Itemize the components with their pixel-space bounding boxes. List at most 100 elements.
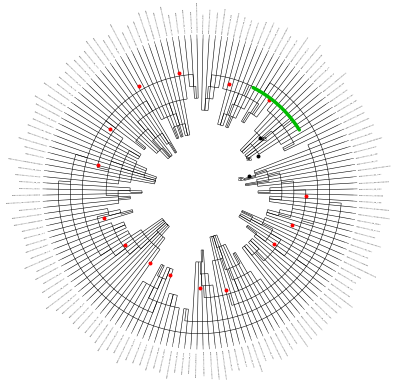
Text: Paenibacillus_sp_W1: Paenibacillus_sp_W1 bbox=[22, 225, 44, 232]
Text: Paenibacillus_terrigena: Paenibacillus_terrigena bbox=[300, 314, 318, 336]
Text: Paenibacillus_rhizosphaerae: Paenibacillus_rhizosphaerae bbox=[137, 12, 148, 42]
Text: Paenibacillus_sp_V1: Paenibacillus_sp_V1 bbox=[188, 351, 191, 373]
Text: Paenibacillus_sp_WLY78: Paenibacillus_sp_WLY78 bbox=[56, 293, 77, 311]
Text: Paenibacillus_sp_Q1: Paenibacillus_sp_Q1 bbox=[46, 93, 66, 107]
Point bbox=[289, 222, 295, 228]
Text: Paenibacillus_macerans: Paenibacillus_macerans bbox=[36, 266, 60, 280]
Text: Paenibacillus_pabuli: Paenibacillus_pabuli bbox=[24, 146, 46, 152]
Text: Paenibacillus_sp_C2: Paenibacillus_sp_C2 bbox=[227, 349, 233, 371]
Text: Paenibacillus_sp_JDR2: Paenibacillus_sp_JDR2 bbox=[26, 243, 50, 253]
Text: Paenibacillus_borealis: Paenibacillus_borealis bbox=[354, 145, 378, 152]
Text: Paenibacillus_macquariensis: Paenibacillus_macquariensis bbox=[43, 82, 70, 101]
Text: Paenibacillus_sp_D2: Paenibacillus_sp_D2 bbox=[36, 261, 57, 272]
Point bbox=[95, 162, 101, 168]
Text: Paenibacillus_sp_DD1: Paenibacillus_sp_DD1 bbox=[340, 266, 362, 279]
Text: Paenibacillus_forsythiae: Paenibacillus_forsythiae bbox=[346, 117, 371, 129]
Text: Paenibacillus_taichungensis: Paenibacillus_taichungensis bbox=[251, 342, 263, 372]
Text: Paenibacillus_sp_TT1: Paenibacillus_sp_TT1 bbox=[240, 15, 247, 38]
Point bbox=[271, 241, 277, 247]
Point bbox=[135, 83, 142, 89]
Text: Paenibacillus_sp_T1: Paenibacillus_sp_T1 bbox=[167, 13, 173, 35]
Text: Paenibacillus_sp_M1: Paenibacillus_sp_M1 bbox=[107, 35, 120, 55]
Text: Paenibacillus_diazotrophicus: Paenibacillus_diazotrophicus bbox=[300, 44, 322, 70]
Text: Paenibacillus_sp_B3: Paenibacillus_sp_B3 bbox=[90, 319, 104, 337]
Text: Paenibacillus_larvae: Paenibacillus_larvae bbox=[26, 238, 48, 246]
Text: Paenibacillus_sp_CF05: Paenibacillus_sp_CF05 bbox=[269, 26, 281, 49]
Text: Paenibacillus_sp_WW1: Paenibacillus_sp_WW1 bbox=[34, 111, 57, 123]
Text: 96: 96 bbox=[246, 157, 253, 162]
Text: Paenibacillus_sp_L1: Paenibacillus_sp_L1 bbox=[314, 66, 331, 82]
Text: Paenibacillus_vini: Paenibacillus_vini bbox=[25, 153, 44, 159]
Text: Paenibacillus_sp_KK1: Paenibacillus_sp_KK1 bbox=[359, 188, 383, 190]
Text: Paenibacillus_sp_E1: Paenibacillus_sp_E1 bbox=[257, 340, 267, 361]
Text: Paenibacillus_kribbensis: Paenibacillus_kribbensis bbox=[145, 344, 154, 370]
Text: Paenibacillus_sp_Y412: Paenibacillus_sp_Y412 bbox=[181, 9, 185, 33]
Point bbox=[107, 126, 114, 132]
Text: Paenibacillus_sp_O1: Paenibacillus_sp_O1 bbox=[348, 249, 370, 259]
Point bbox=[166, 272, 173, 278]
Text: Paenibacillus_sp_D9: Paenibacillus_sp_D9 bbox=[153, 346, 160, 368]
Text: Paenibacillus_sp_155: Paenibacillus_sp_155 bbox=[359, 200, 382, 204]
Text: Paenibacillus_sp_Y1: Paenibacillus_sp_Y1 bbox=[31, 249, 52, 259]
Text: Paenibacillus_xylanisolvens: Paenibacillus_xylanisolvens bbox=[12, 213, 42, 219]
Text: Paenibacillus_lactucae: Paenibacillus_lactucae bbox=[359, 194, 384, 197]
Point bbox=[176, 70, 182, 76]
Text: Paenibacillus_polymyxa: Paenibacillus_polymyxa bbox=[152, 12, 160, 38]
Point bbox=[257, 135, 263, 141]
Text: Paenibacillus_odorifer: Paenibacillus_odorifer bbox=[318, 297, 338, 314]
Text: Paenibacillus_sp_RR1: Paenibacillus_sp_RR1 bbox=[72, 60, 90, 78]
Text: Paenibacillus_sp_UU1: Paenibacillus_sp_UU1 bbox=[132, 340, 143, 363]
Text: Paenibacillus_ginsengiterrae: Paenibacillus_ginsengiterrae bbox=[352, 136, 383, 147]
Text: Paenibacillus_alvei: Paenibacillus_alvei bbox=[285, 326, 298, 344]
Text: Paenibacillus_sp_F1: Paenibacillus_sp_F1 bbox=[296, 47, 310, 65]
Text: Paenibacillus_sp_VV1: Paenibacillus_sp_VV1 bbox=[280, 329, 293, 350]
Text: Paenibacillus_jilunlii: Paenibacillus_jilunlii bbox=[174, 12, 179, 34]
Text: Paenibacillus_sp_S1: Paenibacillus_sp_S1 bbox=[188, 11, 191, 33]
Text: Paenibacillus_sp_A2: Paenibacillus_sp_A2 bbox=[285, 39, 298, 58]
Text: Paenibacillus_stellifer: Paenibacillus_stellifer bbox=[94, 322, 110, 343]
Text: Paenibacillus_napthalenovorans: Paenibacillus_napthalenovorans bbox=[8, 157, 43, 165]
Text: Paenibacillus_lactis: Paenibacillus_lactis bbox=[19, 187, 41, 190]
Text: Paenibacillus_sp_JJ1: Paenibacillus_sp_JJ1 bbox=[334, 277, 353, 290]
Point bbox=[255, 153, 261, 159]
Text: Paenibacillus_sp_Z1: Paenibacillus_sp_Z1 bbox=[102, 39, 115, 58]
Text: Paenibacillus_sp_HY8: Paenibacillus_sp_HY8 bbox=[78, 55, 95, 73]
Text: Paenibacillus_sp_G1: Paenibacillus_sp_G1 bbox=[18, 180, 41, 184]
Text: Paenibacillus_sp_A3: Paenibacillus_sp_A3 bbox=[84, 314, 100, 333]
Text: Paenibacillus_durus: Paenibacillus_durus bbox=[252, 21, 260, 42]
Text: Paenibacillus_sp_159: Paenibacillus_sp_159 bbox=[233, 348, 240, 371]
Text: Paenibacillus_sp_CC1: Paenibacillus_sp_CC1 bbox=[126, 338, 137, 360]
Text: Paenibacillus_soli: Paenibacillus_soli bbox=[121, 31, 131, 49]
Text: Paenibacillus_terrae: Paenibacillus_terrae bbox=[354, 231, 376, 239]
Text: Paenibacillus_sp_LL1: Paenibacillus_sp_LL1 bbox=[140, 342, 148, 365]
Text: Paenibacillus_chinjuensis: Paenibacillus_chinjuensis bbox=[64, 62, 86, 82]
Text: Paenibacillus_panacihumi: Paenibacillus_panacihumi bbox=[92, 37, 110, 62]
Text: Paenibacillus_sp_SS1: Paenibacillus_sp_SS1 bbox=[310, 60, 327, 78]
Text: Paenibacillus_favisporus: Paenibacillus_favisporus bbox=[221, 7, 226, 34]
Text: Paenibacillus_sp_156: Paenibacillus_sp_156 bbox=[356, 152, 379, 159]
Text: Paenibacillus_sp_QQ1: Paenibacillus_sp_QQ1 bbox=[18, 166, 42, 171]
Text: Paenibacillus_sp_YY1: Paenibacillus_sp_YY1 bbox=[58, 76, 77, 91]
Text: Paenibacillus_xylanilyticus: Paenibacillus_xylanilyticus bbox=[290, 322, 309, 348]
Text: Paenibacillus_jamilae: Paenibacillus_jamilae bbox=[78, 311, 95, 329]
Text: Paenibacillus_illinoisensis: Paenibacillus_illinoisensis bbox=[209, 351, 212, 379]
Text: Paenibacillus_pinihumi: Paenibacillus_pinihumi bbox=[305, 311, 323, 331]
Text: Paenibacillus_sp_OO1: Paenibacillus_sp_OO1 bbox=[62, 297, 81, 314]
Point bbox=[246, 173, 252, 179]
Point bbox=[266, 97, 272, 103]
Text: Paenibacillus_catalpae: Paenibacillus_catalpae bbox=[305, 53, 323, 73]
Text: Paenibacillus_quisquiliarum: Paenibacillus_quisquiliarum bbox=[18, 136, 48, 146]
Text: Paenibacillus_sp_158: Paenibacillus_sp_158 bbox=[337, 99, 358, 112]
Text: Paenibacillus_hodogayensis: Paenibacillus_hodogayensis bbox=[158, 6, 167, 36]
Text: Paenibacillus_sp_154: Paenibacillus_sp_154 bbox=[334, 93, 354, 107]
Text: Paenibacillus_panacisoli: Paenibacillus_panacisoli bbox=[269, 335, 282, 360]
Text: Paenibacillus_sp_J1: Paenibacillus_sp_J1 bbox=[56, 83, 74, 96]
Text: Paenibacillus_sp_S09: Paenibacillus_sp_S09 bbox=[263, 338, 274, 360]
Text: Paenibacillus_sp_4.1: Paenibacillus_sp_4.1 bbox=[24, 232, 46, 239]
Text: Paenibacillus_ginsengisoli: Paenibacillus_ginsengisoli bbox=[215, 351, 219, 379]
Text: Paenibacillus_thiaminolyticus: Paenibacillus_thiaminolyticus bbox=[34, 94, 63, 112]
Text: Paenibacillus_sp_H1: Paenibacillus_sp_H1 bbox=[64, 71, 81, 87]
Text: Paenibacillus_typhae: Paenibacillus_typhae bbox=[126, 24, 137, 46]
Text: Paenibacillus_humicus: Paenibacillus_humicus bbox=[296, 319, 312, 339]
Text: Paenibacillus_naphthalenovorans: Paenibacillus_naphthalenovorans bbox=[343, 261, 377, 278]
